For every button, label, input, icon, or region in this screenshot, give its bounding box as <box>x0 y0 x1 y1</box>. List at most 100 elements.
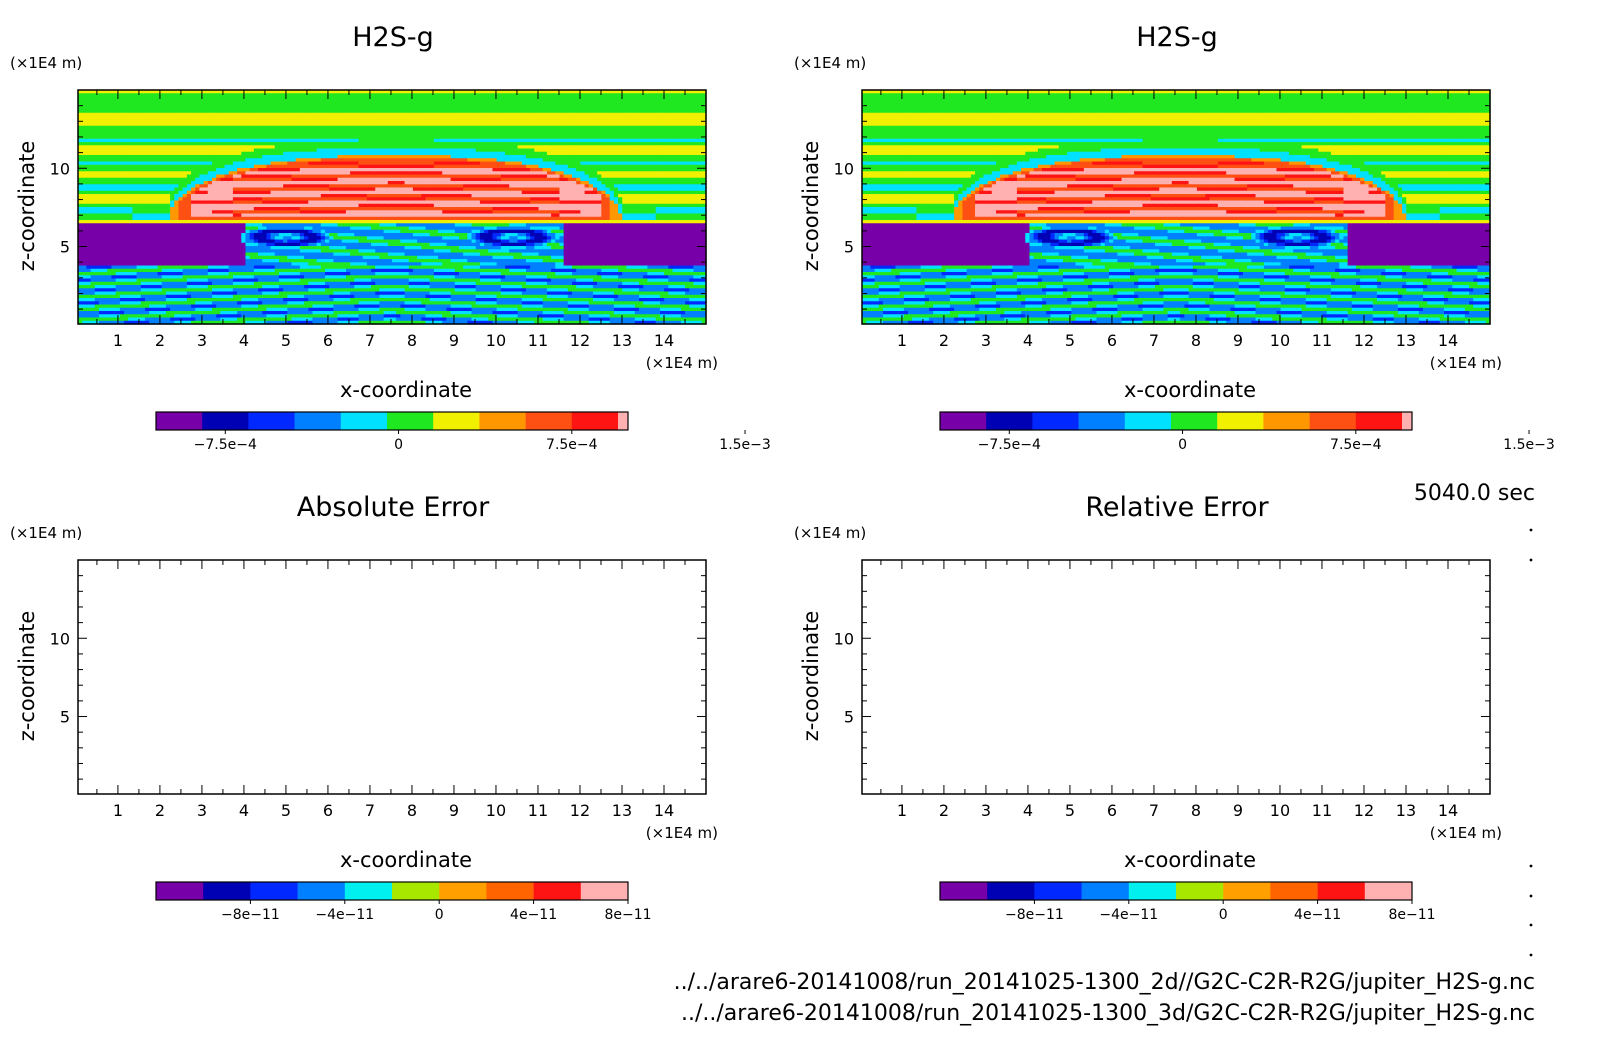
contour-cell <box>119 90 125 94</box>
contour-cell <box>111 155 117 159</box>
contour-cell <box>174 177 180 182</box>
contour-cell <box>195 96 201 101</box>
contour-cell <box>111 262 117 267</box>
contour-cell <box>153 109 159 114</box>
contour-cell <box>136 197 142 202</box>
contour-cell <box>149 164 154 169</box>
contour-cell <box>78 132 83 137</box>
contour-cell <box>98 96 104 101</box>
contour-cell <box>153 125 159 130</box>
contour-cell <box>103 168 108 172</box>
contour-cell <box>182 171 188 176</box>
contour-cell <box>165 272 171 276</box>
contour-cell <box>186 294 192 299</box>
contour-cell <box>111 298 117 302</box>
contour-cell <box>136 122 142 127</box>
contour-cell <box>78 125 83 130</box>
contour-cell <box>86 294 92 299</box>
contour-cell <box>119 249 125 254</box>
contour-cell <box>182 174 188 179</box>
contour-cell <box>119 135 125 140</box>
contour-cell <box>124 262 129 267</box>
contour-cell <box>140 197 146 202</box>
contour-cell <box>195 155 201 159</box>
contour-cell <box>153 106 159 111</box>
contour-cell <box>174 213 180 218</box>
contour-cell <box>107 200 113 205</box>
contour-cell <box>136 184 142 189</box>
contour-cell <box>132 233 138 237</box>
contour-cell <box>103 200 108 205</box>
contour-cell <box>165 96 171 101</box>
contour-cell <box>94 281 100 286</box>
contour-cell <box>124 93 129 98</box>
contour-cell <box>199 278 205 283</box>
contour-cell <box>157 194 163 198</box>
contour-cell <box>149 285 154 289</box>
contour-cell <box>90 99 96 104</box>
contour-cell <box>103 164 108 169</box>
contour-cell <box>203 281 209 286</box>
contour-cell <box>86 285 92 289</box>
contour-cell <box>140 291 146 296</box>
contour-cell <box>94 148 100 153</box>
contour-cell <box>203 119 209 124</box>
contour-cell <box>119 200 125 205</box>
contour-cell <box>153 314 159 319</box>
contour-cell <box>124 174 129 179</box>
contour-cell <box>136 307 142 312</box>
contour-cell <box>170 164 175 169</box>
contour-cell <box>107 96 113 101</box>
contour-cell <box>124 96 129 101</box>
contour-cell <box>115 129 121 133</box>
contour-cell <box>191 311 196 315</box>
contour-cell <box>140 304 146 309</box>
contour-cell <box>136 226 142 231</box>
contour-cell <box>82 285 87 289</box>
contour-cell <box>157 168 163 172</box>
contour-cell <box>165 298 171 302</box>
contour-cell <box>149 220 154 224</box>
contour-cell <box>136 174 142 179</box>
contour-cell <box>86 242 92 247</box>
contour-cell <box>94 151 100 156</box>
contour-cell <box>195 125 201 130</box>
contour-cell <box>195 187 201 192</box>
contour-cell <box>90 317 96 322</box>
contour-cell <box>161 148 167 153</box>
contour-cell <box>174 252 180 257</box>
contour-cell <box>170 184 175 189</box>
contour-cell <box>203 216 209 221</box>
contour-cell <box>82 145 87 150</box>
contour-cell <box>107 181 113 185</box>
contour-cell <box>144 213 150 218</box>
contour-cell <box>186 119 192 124</box>
contour-cell <box>153 242 159 247</box>
contour-cell <box>98 275 104 280</box>
contour-cell <box>144 197 150 202</box>
contour-cell <box>78 184 83 189</box>
contour-cell <box>136 278 142 283</box>
contour-cell <box>98 158 104 163</box>
contour-cell <box>119 291 125 296</box>
contour-cell <box>90 112 96 117</box>
contour-cell <box>182 197 188 202</box>
contour-cell <box>119 96 125 101</box>
contour-cell <box>136 288 142 293</box>
contour-cell <box>144 242 150 247</box>
contour-cell <box>170 252 175 257</box>
contour-cell <box>153 317 159 322</box>
contour-cell <box>86 320 92 325</box>
contour-cell <box>111 294 117 299</box>
contour-cell <box>140 249 146 254</box>
contour-cell <box>186 171 192 176</box>
contour-cell <box>165 116 171 120</box>
contour-cell <box>128 190 134 195</box>
contour-cell <box>170 259 175 263</box>
contour-cell <box>199 187 205 192</box>
contour-cell <box>78 255 83 260</box>
contour-cell <box>128 255 134 260</box>
contour-cell <box>90 216 96 221</box>
contour-cell <box>195 129 201 133</box>
contour-cell <box>203 314 209 319</box>
